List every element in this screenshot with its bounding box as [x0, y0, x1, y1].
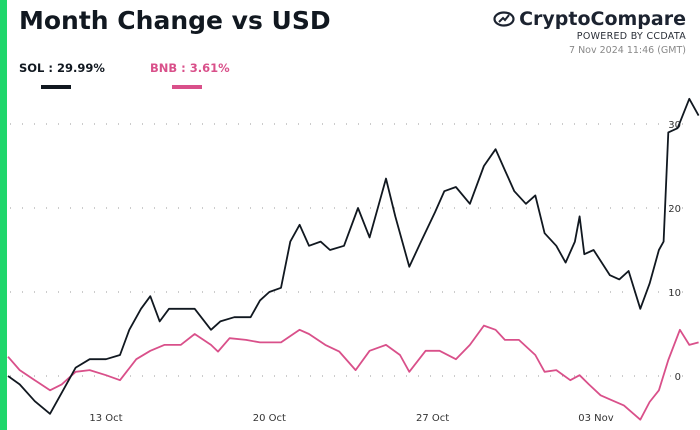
brand-logo: CryptoCompare: [493, 8, 686, 30]
legend-sol-swatch: [41, 85, 71, 89]
brand-block: CryptoCompare POWERED BY CCDATA 7 Nov 20…: [493, 8, 686, 56]
y-tick-label: 10: [668, 288, 681, 299]
y-tick-label: 30: [668, 120, 681, 131]
brand-name: CryptoCompare: [519, 8, 686, 30]
legend-bnb: BNB : 3.61%: [150, 61, 230, 89]
chart-logo-icon: [493, 11, 515, 27]
legend-bnb-swatch: [172, 85, 202, 89]
chart-title: Month Change vs USD: [19, 6, 331, 35]
x-tick-label: 27 Oct: [416, 413, 449, 424]
y-tick-label: 0: [675, 372, 681, 383]
x-tick-label: 13 Oct: [89, 413, 122, 424]
series-line-bnb: [7, 324, 699, 421]
x-tick-label: 20 Oct: [253, 413, 286, 424]
y-tick-label: 20: [668, 204, 681, 215]
powered-by: POWERED BY CCDATA: [576, 31, 686, 42]
timestamp: 7 Nov 2024 11:46 (GMT): [569, 45, 686, 56]
series-line-sol: [7, 97, 700, 415]
legend-bnb-label: BNB : 3.61%: [150, 61, 230, 75]
x-tick-label: 03 Nov: [578, 413, 614, 424]
legend-sol-label: SOL : 29.99%: [19, 61, 105, 75]
legend-sol: SOL : 29.99%: [19, 61, 105, 89]
accent-bar: [0, 0, 7, 430]
